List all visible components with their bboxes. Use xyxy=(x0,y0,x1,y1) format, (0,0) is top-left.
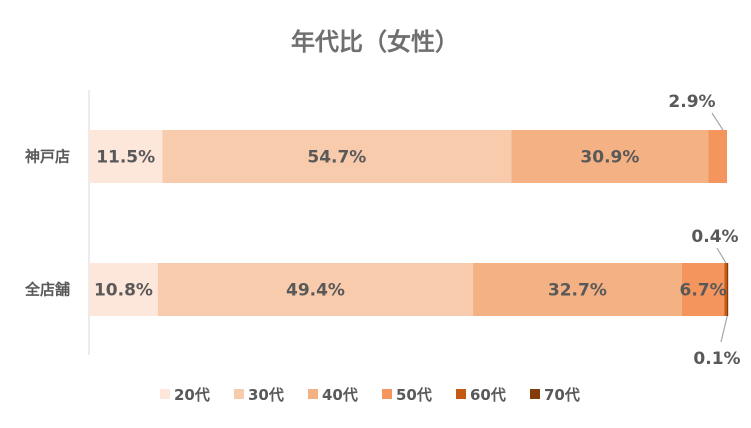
legend-label: 70代 xyxy=(544,386,580,404)
bar-segment xyxy=(511,130,709,183)
leader-line xyxy=(716,247,727,264)
bars xyxy=(89,130,729,316)
data-label: 30.9% xyxy=(580,148,639,168)
data-label: 6.7% xyxy=(679,281,726,301)
bar-segment xyxy=(724,263,727,316)
legend-label: 40代 xyxy=(322,386,358,404)
category-label: 全店舗 xyxy=(24,281,70,299)
legend-swatch xyxy=(308,389,318,399)
legend-swatch xyxy=(160,389,170,399)
leader-lines xyxy=(711,112,728,343)
category-label: 神戸店 xyxy=(25,148,70,166)
leader-line xyxy=(711,112,724,131)
data-label: 54.7% xyxy=(307,148,366,168)
bar-segment xyxy=(89,130,163,183)
legend: 20代 30代 40代 50代 60代 70代 xyxy=(160,386,580,404)
bar-segment xyxy=(89,263,158,316)
legend-swatch xyxy=(456,389,466,399)
legend-swatch xyxy=(382,389,392,399)
data-label: 32.7% xyxy=(548,281,607,301)
chart-title: 年代比（女性） xyxy=(291,28,459,56)
data-label: 49.4% xyxy=(286,281,345,301)
bar-segment xyxy=(727,263,729,316)
legend-swatch xyxy=(530,389,540,399)
legend-label: 20代 xyxy=(174,386,210,404)
data-label: 11.5% xyxy=(96,148,155,168)
data-label: 0.4% xyxy=(691,227,738,247)
bar-segment xyxy=(681,263,725,316)
legend-label: 50代 xyxy=(396,386,432,404)
bar-segment xyxy=(708,130,727,183)
legend-label: 60代 xyxy=(470,386,506,404)
leader-line xyxy=(720,315,728,343)
data-label: 10.8% xyxy=(94,281,153,301)
legend-swatch xyxy=(234,389,244,399)
data-labels: 11.5% 54.7% 30.9% 2.9% 10.8% 49.4% 32.7% 6.7% 0.… xyxy=(94,92,741,369)
data-label: 2.9% xyxy=(668,92,715,112)
bar-segment xyxy=(473,263,682,316)
bar-segment xyxy=(162,130,512,183)
legend-label: 30代 xyxy=(248,386,284,404)
bar-segment xyxy=(157,263,474,316)
data-label: 0.1% xyxy=(693,349,740,369)
